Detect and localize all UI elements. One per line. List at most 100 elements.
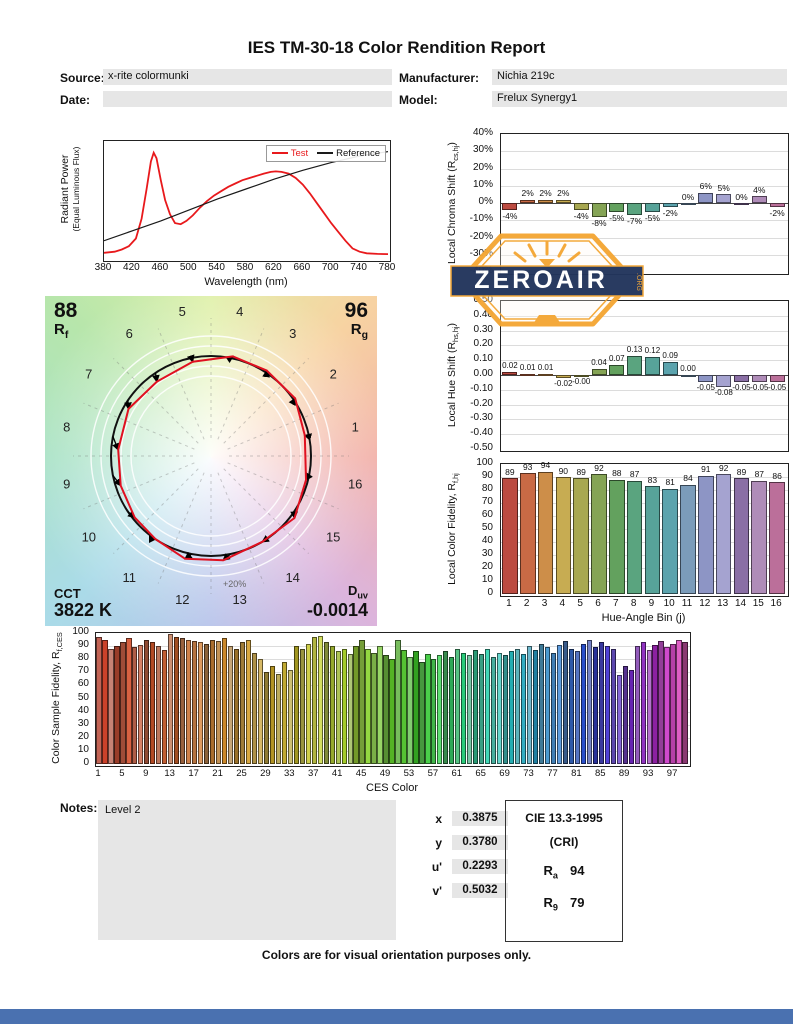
bar-value-label: 5% (717, 182, 730, 193)
ring-label: +20% (223, 579, 247, 589)
hue-spoke (223, 358, 309, 444)
bar-99 (682, 642, 688, 764)
cri-r9-row: R9 79 (543, 894, 585, 913)
hue-spoke (113, 358, 199, 444)
ces-x-tick-label: 93 (642, 768, 654, 779)
hue-title-prefix: Local Hue Shift (R (445, 341, 458, 428)
chromaticity-y-value: 0.3780 (452, 835, 508, 850)
bar-34 (293, 646, 299, 764)
bar-27 (251, 652, 258, 764)
bar-18 (198, 642, 204, 764)
bar-23 (227, 646, 234, 764)
bar-13 (715, 474, 732, 594)
spd-series-reference (103, 151, 389, 242)
chromaticity-v-value: 0.5032 (452, 883, 508, 898)
y-tick-label: -30% (469, 247, 493, 259)
bar-67 (491, 656, 497, 764)
bar-59 (443, 651, 449, 764)
fidelity-x-tick-label: 1 (506, 598, 512, 609)
bar-value-label: 87 (754, 469, 765, 480)
fidelity-x-tick-label: 11 (681, 598, 693, 609)
y-tick-label: -0.50 (470, 442, 493, 453)
bar-39 (323, 642, 329, 764)
bin-number: 3 (289, 326, 296, 341)
y-tick-label: -0.20 (470, 397, 493, 409)
fidelity-x-tick-label: 8 (630, 598, 637, 609)
bar-41 (335, 651, 341, 764)
bar-value-label: 0.00 (680, 364, 696, 373)
ces-x-tick-label: 25 (236, 768, 247, 779)
ces-x-tick-label: 97 (666, 768, 678, 779)
zero-line (501, 203, 788, 204)
fidelity-x-tick-label: 6 (595, 598, 601, 609)
bar-55 (419, 661, 425, 764)
gridline (501, 345, 788, 347)
legend-item-reference: Reference (317, 148, 380, 159)
y-tick-label: 40 (481, 535, 493, 546)
bar-62 (461, 652, 467, 764)
bar-value-label: 90 (558, 465, 569, 476)
bar-50 (389, 659, 395, 764)
bar-29 (263, 672, 270, 764)
fidelity-x-tick-label: 16 (770, 598, 782, 609)
bar-30 (269, 665, 276, 765)
fidelity-axis-title: Local Color Fidelity, Rf,hj (446, 449, 460, 609)
bar-bin-3 (538, 373, 553, 376)
bar-bin-13 (716, 194, 732, 203)
cct-label: CCT (54, 586, 81, 602)
bar-86 (604, 646, 610, 764)
bar-79 (562, 640, 569, 764)
ces-x-tick-label: 17 (188, 768, 199, 779)
bar-60 (449, 656, 455, 764)
ces-x-tick-label: 89 (618, 768, 630, 779)
bin-number: 12 (175, 592, 189, 607)
bar-value-label: 81 (665, 477, 675, 488)
y-tick-label: 0.30 (473, 323, 493, 335)
bin-number: 1 (352, 419, 359, 434)
y-tick-label: -0.30 (470, 412, 493, 424)
bar-bin-8 (627, 355, 643, 375)
bar-value-label: 0.07 (609, 353, 625, 363)
bar-8 (626, 480, 643, 594)
bar-70 (508, 651, 515, 764)
bar-4 (555, 477, 572, 594)
ces-x-tick-label: 37 (308, 768, 319, 779)
y-tick-label: 100 (476, 457, 493, 468)
bar-7 (132, 647, 138, 764)
y-tick-label: 0.40 (473, 308, 493, 320)
bar-17 (192, 640, 198, 764)
bar-6 (591, 474, 607, 594)
bar-68 (497, 652, 503, 764)
bar-3 (537, 471, 554, 594)
bar-4 (114, 646, 120, 764)
spd-plot: Test Reference (103, 140, 391, 262)
y-tick-label: 10 (77, 743, 89, 755)
ces-x-tick-label: 53 (403, 768, 415, 779)
bar-bin-14 (734, 203, 749, 205)
bar-bin-1 (502, 372, 518, 375)
notes-label: Notes: (60, 801, 98, 815)
bar-value-label: 2% (539, 188, 552, 198)
ces-x-tick-label: 73 (523, 768, 534, 779)
bar-69 (502, 655, 509, 764)
page-title: IES TM-30-18 Color Rendition Report (247, 38, 546, 57)
shift-arrow (112, 436, 120, 452)
y-tick-label: 30% (472, 144, 493, 156)
bar-45 (359, 639, 365, 764)
hue-spoke (227, 462, 339, 510)
bar-32 (281, 661, 287, 764)
bin-number: 10 (82, 530, 96, 545)
gridline (501, 185, 788, 187)
gridline (96, 646, 690, 648)
bar-bin-3 (538, 199, 553, 203)
chroma-shift-chart: -4% 2% 2% 2% -4% -8% -5% -7% -5% -2% 0% 6% 5% 0% 4% -2% (500, 133, 789, 275)
bar-value-label: 0.09 (662, 350, 678, 360)
bar-bin-12 (698, 192, 714, 203)
bar-bin-7 (609, 364, 625, 375)
fidelity-x-tick-label: 9 (648, 598, 655, 609)
bar-12 (162, 650, 168, 764)
bar-value-label: 0% (681, 191, 695, 202)
bar-11 (156, 646, 162, 764)
bar-value-label: -2% (769, 207, 785, 218)
